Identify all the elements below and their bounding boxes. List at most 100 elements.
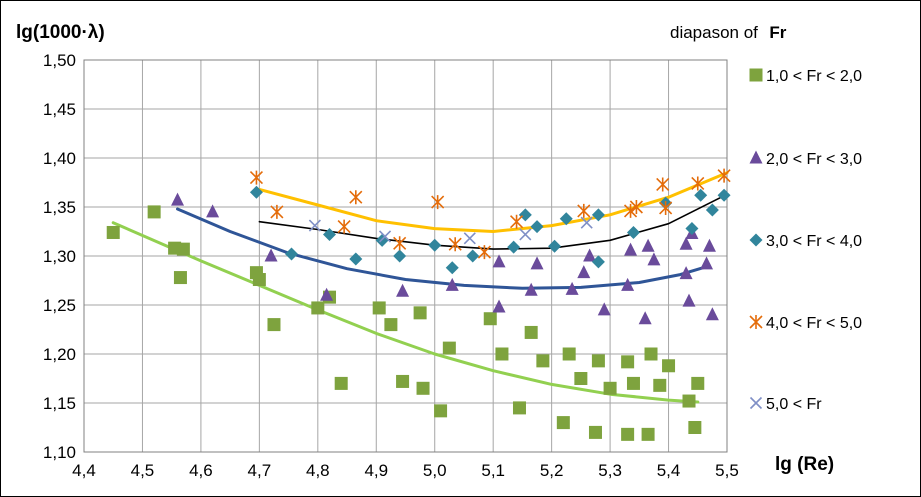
data-point	[624, 242, 638, 256]
data-point	[448, 237, 462, 252]
data-point	[270, 204, 284, 219]
data-point	[623, 203, 638, 218]
y-tick-label: 1,20	[43, 345, 76, 364]
data-point	[483, 312, 497, 326]
data-point	[507, 240, 521, 254]
data-point	[548, 239, 562, 253]
data-point	[679, 236, 693, 250]
x-tick-label: 4,8	[306, 461, 330, 480]
data-point	[509, 214, 524, 229]
legend: 1,0 < Fr < 2,0 2,0 < Fr < 3,0 3,0 < Fr < 4…	[749, 68, 862, 413]
data-point	[694, 188, 708, 202]
x-tick-label: 5,0	[423, 461, 447, 480]
data-point	[445, 277, 459, 291]
data-point	[463, 232, 476, 245]
data-point	[679, 266, 693, 280]
data-point	[556, 416, 570, 430]
data-point	[445, 261, 459, 275]
data-point	[597, 302, 611, 316]
data-point	[267, 318, 281, 332]
y-tick-label: 1,25	[43, 296, 76, 315]
data-point	[577, 265, 591, 279]
data-point	[320, 287, 334, 301]
y-tick-label: 1,40	[43, 149, 76, 168]
data-point	[519, 228, 532, 241]
legend-label: 1,0 < Fr < 2,0	[766, 68, 862, 85]
data-point	[416, 381, 430, 395]
data-point	[477, 245, 491, 260]
data-point	[147, 205, 161, 219]
data-point	[396, 283, 410, 297]
series-3	[249, 185, 731, 275]
y-tick-label: 1,45	[43, 100, 76, 119]
data-point	[285, 247, 299, 261]
data-point	[621, 355, 635, 369]
data-point	[574, 372, 588, 385]
legend-title-bold: Fr	[769, 23, 786, 42]
legend-marker	[749, 315, 763, 329]
data-point	[512, 401, 526, 415]
data-point	[629, 200, 643, 214]
data-point	[334, 376, 348, 390]
x-tick-label: 4,7	[248, 461, 272, 480]
data-point	[466, 249, 480, 263]
x-tick-label: 5,3	[598, 461, 622, 480]
data-point	[591, 208, 605, 222]
data-point	[653, 378, 667, 392]
data-point	[717, 168, 731, 183]
data-point	[656, 177, 670, 192]
x-tick-label: 4,9	[364, 461, 388, 480]
data-point	[662, 359, 676, 373]
data-point	[565, 281, 579, 295]
x-tick-label: 5,2	[540, 461, 564, 480]
data-point	[603, 381, 617, 395]
y-tick-label: 1,15	[43, 394, 76, 413]
x-tick-label: 4,6	[189, 461, 213, 480]
y-tick-label: 1,50	[43, 51, 76, 70]
data-point	[705, 203, 719, 217]
legend-marker	[749, 68, 763, 82]
data-point	[518, 208, 532, 222]
legend-label: 4,0 < Fr < 5,0	[766, 315, 862, 332]
x-tick-label: 5,5	[715, 461, 739, 480]
data-point	[591, 354, 605, 368]
legend-label: 3,0 < Fr < 4,0	[766, 233, 862, 250]
data-point	[641, 238, 655, 252]
data-point	[173, 271, 187, 285]
data-point	[691, 176, 705, 191]
data-point	[378, 230, 392, 243]
plot-area-border	[83, 59, 728, 453]
data-point	[536, 354, 550, 368]
series-4	[249, 168, 731, 260]
data-point	[434, 404, 448, 418]
data-point	[431, 195, 445, 210]
x-axis-label: lg (Re)	[775, 454, 834, 475]
y-tick-label: 1,10	[43, 443, 76, 462]
data-point	[659, 200, 673, 215]
data-point	[685, 222, 699, 236]
data-point	[396, 374, 410, 388]
legend-label: 2,0 < Fr < 3,0	[766, 151, 862, 168]
data-point	[524, 282, 538, 296]
series-2	[171, 192, 719, 325]
data-point	[349, 252, 363, 266]
data-point	[524, 325, 538, 339]
series-1	[106, 205, 705, 441]
data-point	[495, 347, 509, 361]
data-point	[393, 236, 407, 251]
data-point	[252, 273, 266, 287]
data-point	[559, 212, 573, 226]
data-point	[530, 256, 544, 270]
data-point	[337, 219, 351, 234]
data-point	[206, 204, 220, 218]
trendlines	[111, 171, 729, 404]
data-point	[682, 293, 696, 307]
data-point	[384, 318, 398, 332]
data-point	[562, 347, 576, 361]
data-point	[428, 238, 442, 252]
data-point	[583, 248, 597, 262]
data-point	[591, 255, 605, 269]
data-point	[176, 242, 190, 256]
trendline	[176, 207, 711, 290]
data-point	[580, 216, 593, 229]
